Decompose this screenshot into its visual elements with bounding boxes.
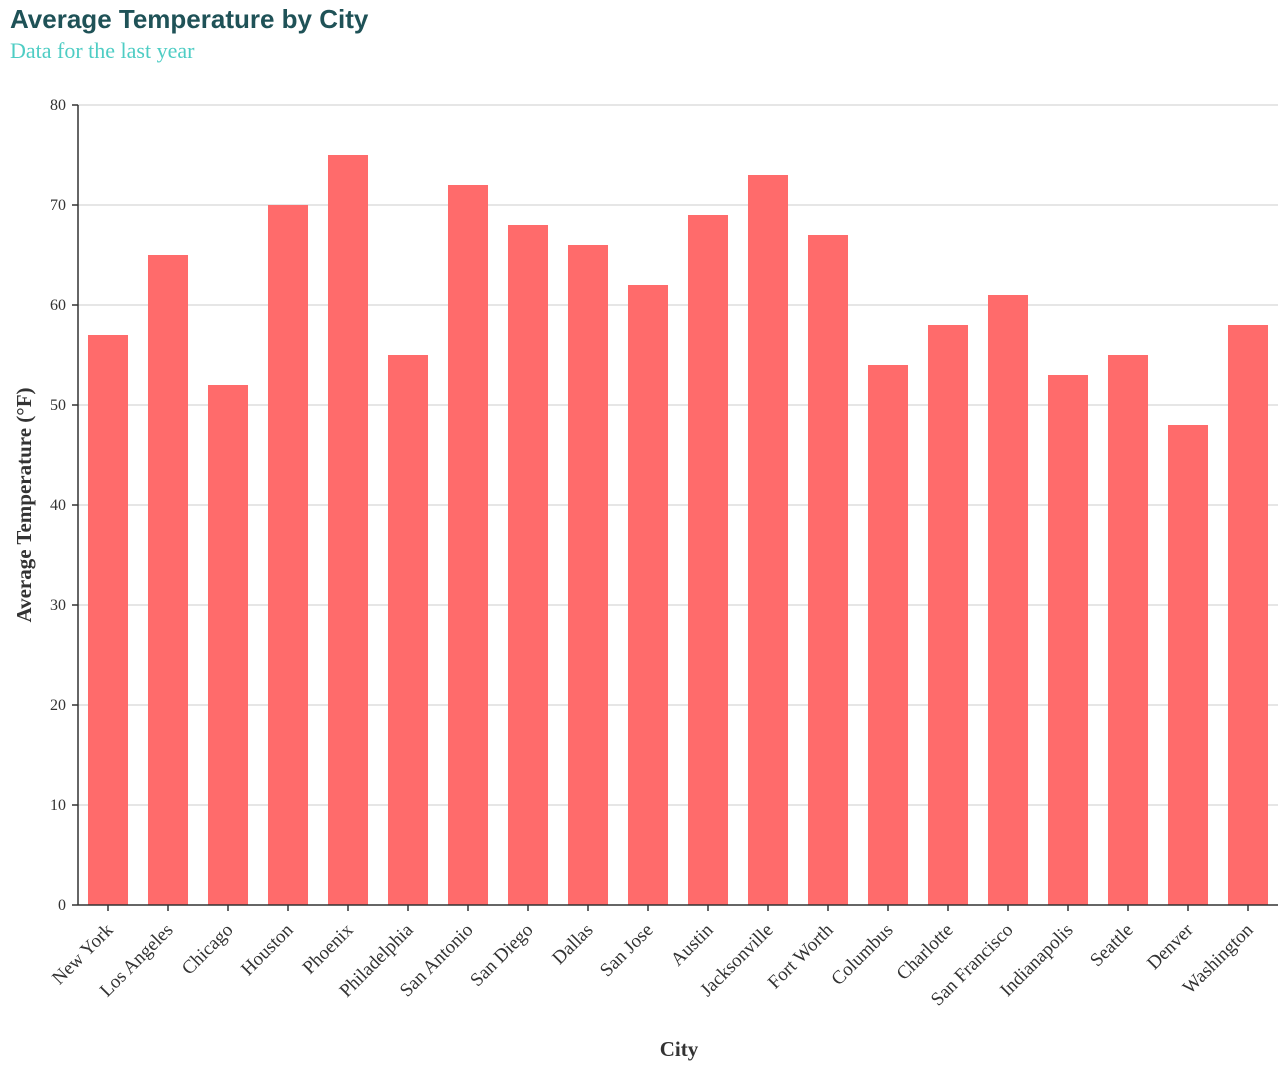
x-tick-label: Phoenix: [299, 919, 358, 978]
bar: [327, 155, 369, 905]
bar: [147, 255, 189, 905]
bar: [1227, 325, 1269, 905]
bar: [507, 225, 549, 905]
bar: [627, 285, 669, 905]
gridlines: [78, 104, 1278, 806]
x-tick-label: Columbus: [827, 920, 897, 990]
chart-title: Average Temperature by City: [10, 4, 369, 34]
bar: [567, 245, 609, 905]
bar: [747, 175, 789, 905]
x-tick-label: San Jose: [596, 920, 658, 982]
bar: [1167, 425, 1209, 905]
bar: [207, 385, 249, 905]
chart-subtitle: Data for the last year: [10, 38, 195, 63]
x-tick-label: Chicago: [178, 920, 238, 980]
bar: [1107, 355, 1149, 905]
bar: [927, 325, 969, 905]
y-tick-label: 30: [50, 597, 66, 614]
y-axis-ticks: 0 10 20 30 40 50 60 70 80: [50, 97, 78, 914]
bar: [447, 185, 489, 905]
x-tick-label: Denver: [1143, 919, 1198, 974]
bar: [1047, 375, 1089, 905]
y-tick-label: 40: [50, 497, 66, 514]
bar: [807, 235, 849, 905]
y-tick-label: 80: [50, 97, 66, 114]
x-tick-label: Dallas: [548, 920, 597, 969]
bar: [387, 355, 429, 905]
bar: [867, 365, 909, 905]
x-tick-label: San Diego: [466, 920, 537, 991]
x-tick-label: Seattle: [1086, 920, 1137, 971]
x-tick-label: Houston: [237, 919, 298, 980]
x-axis-title: City: [660, 1037, 699, 1061]
y-tick-label: 50: [50, 397, 66, 414]
bar: [267, 205, 309, 905]
y-tick-label: 60: [50, 297, 66, 314]
bar: [87, 335, 129, 905]
x-tick-label: Austin: [667, 919, 718, 970]
y-axis-title: Average Temperature (°F): [12, 387, 36, 622]
x-tick-label: Fort Worth: [764, 919, 838, 993]
y-tick-label: 70: [50, 197, 66, 214]
y-tick-label: 20: [50, 697, 66, 714]
bars: [87, 155, 1269, 905]
y-tick-label: 10: [50, 797, 66, 814]
bar: [687, 215, 729, 905]
bar: [987, 295, 1029, 905]
y-tick-label: 0: [58, 897, 66, 914]
